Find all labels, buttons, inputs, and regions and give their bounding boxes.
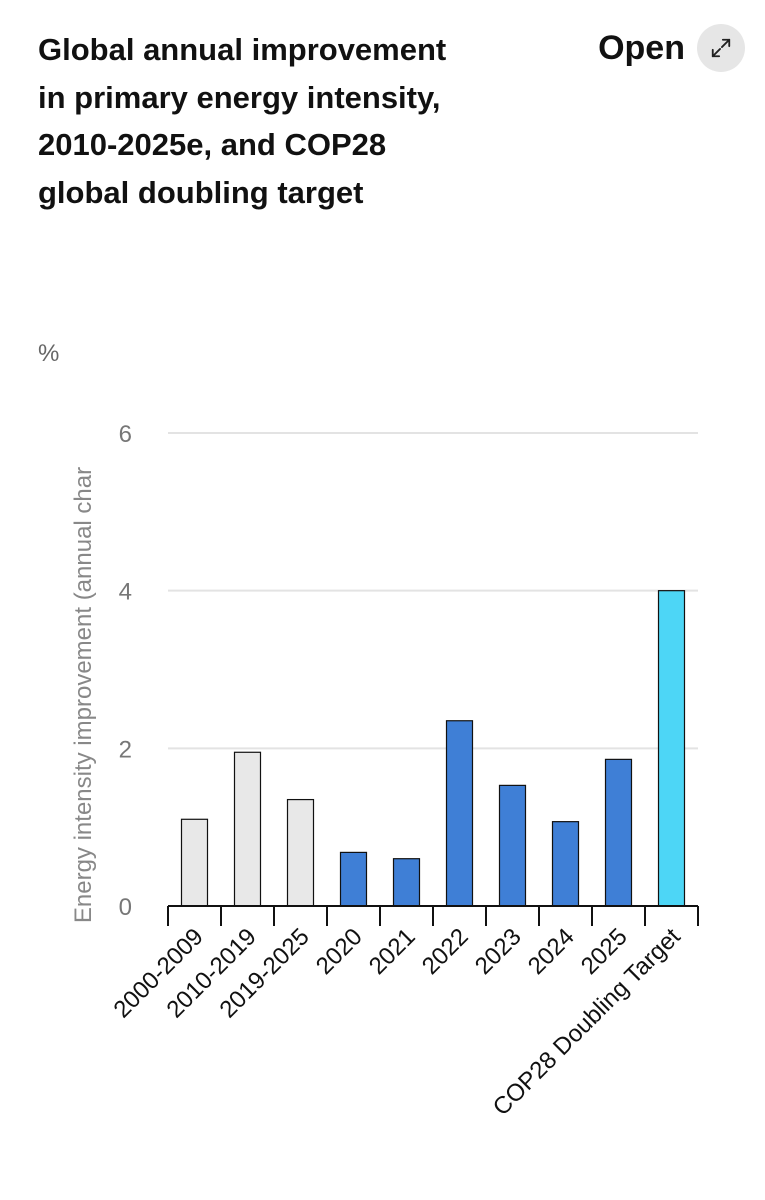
bar — [604, 758, 633, 907]
unit-label: % — [38, 340, 59, 367]
x-tick-label: 2020 — [311, 923, 368, 980]
y-tick-label: 0 — [119, 894, 132, 921]
bar — [180, 818, 209, 907]
x-tick-label: 2023 — [470, 923, 527, 980]
chart-title: Global annual improvement in primary ene… — [38, 32, 447, 210]
x-tick-label: 2021 — [364, 923, 421, 980]
bar — [657, 590, 686, 907]
bar — [286, 798, 315, 907]
open-label[interactable]: Open — [598, 28, 685, 67]
bar — [339, 851, 368, 907]
x-tick-label: 2022 — [417, 923, 474, 980]
bar — [551, 821, 580, 907]
bar — [445, 720, 474, 907]
y-tick-label: 6 — [119, 421, 132, 448]
expand-arrows-icon[interactable] — [697, 24, 745, 72]
y-tick-label: 2 — [119, 736, 132, 763]
y-tick-label: 4 — [119, 579, 132, 606]
bar — [498, 784, 527, 907]
x-tick-label: 2024 — [523, 923, 580, 980]
open-control[interactable]: Open — [598, 24, 745, 72]
bar — [392, 858, 421, 907]
y-axis-label: Energy intensity improvement (annual cha… — [70, 467, 97, 923]
bar — [233, 751, 262, 907]
